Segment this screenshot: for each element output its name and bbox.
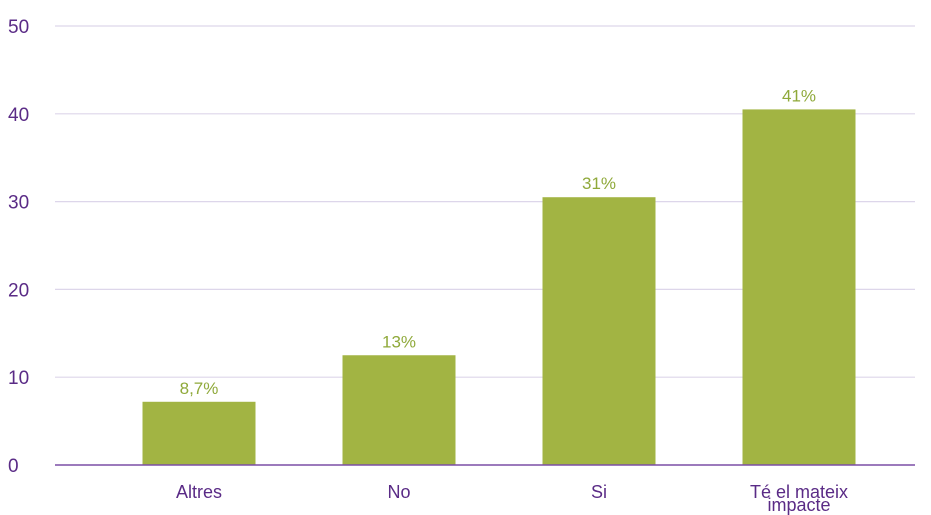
bar (142, 401, 256, 465)
x-tick-label: impacte (767, 495, 830, 515)
y-tick-label: 0 (8, 456, 19, 477)
y-axis-ticks: 0 10 20 30 40 50 (8, 17, 29, 477)
y-tick-label: 30 (8, 193, 29, 214)
y-tick-label: 20 (8, 280, 29, 301)
data-label: 8,7% (180, 379, 219, 398)
x-tick-label: Té el mateix (750, 482, 848, 502)
x-tick-label: Si (591, 482, 607, 502)
x-tick-label: No (387, 482, 410, 502)
bar (342, 355, 456, 465)
bar (742, 109, 856, 465)
data-labels: 8,7% 13% 31% 41% (180, 86, 816, 397)
data-label: 31% (582, 174, 616, 193)
y-tick-label: 10 (8, 368, 29, 389)
data-label: 13% (382, 332, 416, 351)
y-tick-label: 40 (8, 105, 29, 126)
y-tick-label: 50 (8, 17, 29, 38)
x-tick-label: Altres (176, 482, 222, 502)
bars (142, 109, 856, 465)
data-label: 41% (782, 86, 816, 105)
bar (542, 197, 656, 465)
